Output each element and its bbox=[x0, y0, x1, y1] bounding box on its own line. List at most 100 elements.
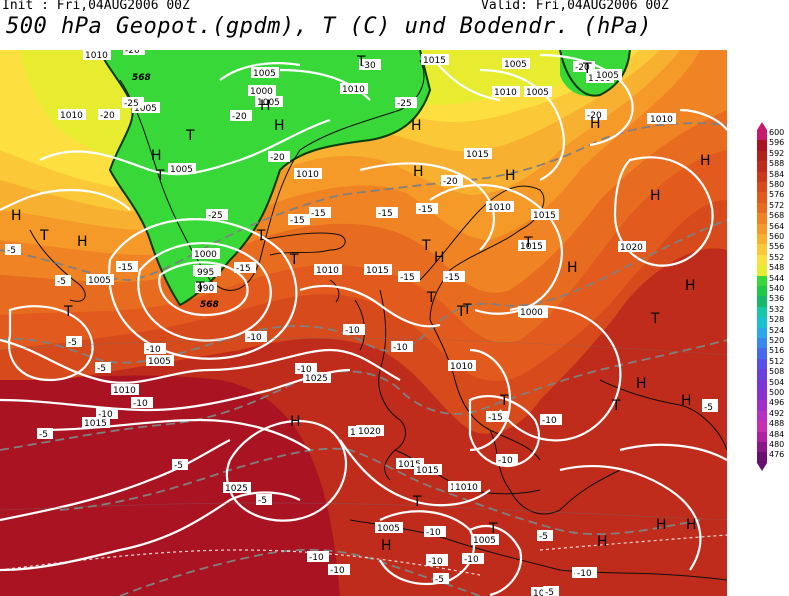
high-pressure-marker: H bbox=[413, 164, 424, 180]
temperature-label: -10 bbox=[464, 555, 479, 565]
contour-544 bbox=[99, 50, 432, 307]
temperature-label-bg bbox=[144, 343, 166, 354]
colorbar-label: 516 bbox=[769, 346, 785, 356]
isobar-label: 1005 bbox=[253, 69, 276, 79]
temperature-label-bg bbox=[295, 363, 317, 374]
isotherms-minor bbox=[0, 534, 727, 576]
temperature-label-bg bbox=[328, 564, 350, 575]
high-pressure-marker: H bbox=[686, 517, 697, 533]
isobar-label-bg bbox=[255, 96, 283, 107]
isobar-label: 990 bbox=[197, 284, 214, 294]
temperature-label: -25 bbox=[124, 99, 139, 109]
isobar-label-bg bbox=[168, 163, 196, 174]
field-592 bbox=[0, 375, 340, 596]
colorbar-cell bbox=[757, 348, 767, 359]
colorbar-label: 508 bbox=[769, 367, 785, 377]
temperature-label: -5 bbox=[539, 532, 548, 542]
temperature-label: -15 bbox=[311, 209, 326, 219]
isobar-label: 1015 bbox=[84, 419, 107, 429]
isobar-label-bg bbox=[421, 54, 449, 65]
temperature-label-bg bbox=[573, 61, 595, 72]
low-pressure-marker: T bbox=[63, 304, 73, 320]
isobar-label: 1005 bbox=[134, 104, 157, 114]
temperature-label: -15 bbox=[445, 273, 460, 283]
low-pressure-marker: T bbox=[456, 304, 466, 320]
colorbar-label: 552 bbox=[769, 252, 785, 262]
colorbar-cell bbox=[757, 390, 767, 401]
isobar-label-bg bbox=[502, 58, 530, 69]
isobar-label: 1005 bbox=[377, 524, 400, 534]
colorbar-label: 500 bbox=[769, 388, 785, 397]
temperature-label-bg bbox=[268, 151, 290, 162]
temperature-label: -15 bbox=[118, 263, 133, 273]
high-pressure-marker: H bbox=[381, 538, 392, 554]
colorbar-label: 476 bbox=[769, 450, 785, 460]
temperature-label-bg bbox=[433, 573, 449, 584]
temperature-label: -10 bbox=[330, 566, 345, 576]
isobar-label: 1010 bbox=[488, 203, 511, 213]
isobar-label-bg bbox=[132, 102, 160, 113]
temperature-label-bg bbox=[537, 530, 553, 541]
valid-time: Valid: Fri,04AUG2006 00Z bbox=[481, 0, 669, 13]
isobar-label: 1005 bbox=[596, 71, 619, 81]
temperature-label: -20 bbox=[587, 111, 602, 121]
colorbar-cell bbox=[757, 442, 767, 453]
temperature-label-bg bbox=[245, 331, 267, 342]
colorbar-cell bbox=[757, 358, 767, 370]
isobar-label-bg bbox=[448, 360, 476, 371]
high-pressure-marker: H bbox=[636, 376, 647, 392]
temperature-label-bg bbox=[702, 401, 718, 412]
temperature-label: -5 bbox=[258, 496, 267, 506]
colorbar-label: 576 bbox=[769, 190, 785, 200]
isobar-label: 1015 bbox=[466, 150, 489, 160]
colorbar-cell bbox=[757, 213, 767, 224]
colorbar-cell bbox=[757, 421, 767, 432]
temperature-label-bg bbox=[462, 553, 484, 564]
isobar-label: 1025 bbox=[225, 484, 248, 494]
colorbar-label: 596 bbox=[769, 138, 785, 148]
isobar-label: 1005 bbox=[504, 60, 527, 70]
isobar-label: 1015 bbox=[398, 460, 421, 470]
low-pressure-marker: T bbox=[39, 228, 49, 244]
high-pressure-marker: H bbox=[505, 168, 516, 184]
temperature-label: -25 bbox=[208, 211, 223, 221]
colorbar-cell bbox=[757, 171, 767, 182]
low-pressure-marker: T bbox=[499, 393, 509, 409]
isobar-label-bg bbox=[111, 384, 139, 395]
temperature-label-bg bbox=[543, 586, 559, 596]
low-pressure-marker: T bbox=[356, 54, 366, 70]
isobar-label-bg bbox=[303, 372, 331, 383]
temperature-label: -5 bbox=[545, 588, 554, 596]
temperature-label: -15 bbox=[488, 413, 503, 423]
high-pressure-marker: H bbox=[597, 534, 608, 550]
isobar-label-bg bbox=[518, 240, 546, 251]
temperature-label-bg bbox=[416, 203, 438, 214]
temperature-label: -20 bbox=[125, 50, 140, 56]
low-pressure-marker: T bbox=[611, 398, 621, 414]
isobar-label: 1010 bbox=[316, 266, 339, 276]
temperature-label-bg bbox=[540, 414, 562, 425]
temperature-label: -10 bbox=[393, 343, 408, 353]
temperature-label: -15 bbox=[290, 216, 305, 226]
temperature-label-bg bbox=[66, 336, 82, 347]
colorbar-cell bbox=[757, 306, 767, 318]
isobar-label-bg bbox=[524, 86, 552, 97]
temperature-label-bg bbox=[398, 271, 420, 282]
colorbar-label: 524 bbox=[769, 325, 785, 335]
low-pressure-marker: T bbox=[421, 238, 431, 254]
temperature-label: -10 bbox=[428, 557, 443, 567]
init-time: Init : Fri,04AUG2006 00Z bbox=[2, 0, 190, 13]
colorbar-label: 520 bbox=[769, 336, 785, 345]
colorbar-label: 512 bbox=[769, 356, 785, 366]
isobar-label: 1000 bbox=[520, 308, 543, 318]
temperature-label-bg bbox=[98, 109, 120, 120]
high-pressure-marker: H bbox=[650, 188, 661, 204]
isobar-label: 1020 bbox=[358, 427, 381, 437]
temperature-label: -25 bbox=[397, 99, 412, 109]
temperature-label: -10 bbox=[146, 345, 161, 355]
low-pressure-marker: T bbox=[426, 290, 436, 306]
low-pressure-marker: T bbox=[155, 168, 165, 184]
high-pressure-marker: H bbox=[567, 260, 578, 276]
colorbar-label: 532 bbox=[769, 304, 785, 314]
colorbar-label: 580 bbox=[769, 180, 785, 189]
